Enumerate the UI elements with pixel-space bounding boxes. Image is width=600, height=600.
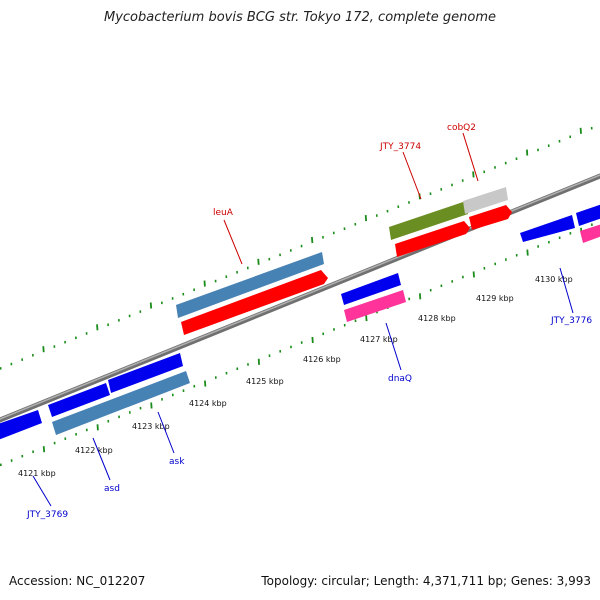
rna-dnaQ-bar bbox=[344, 290, 406, 322]
tick-label: 4122 kbp bbox=[75, 446, 113, 455]
tick-label: 4123 kbp bbox=[132, 422, 170, 431]
tick-labels: 4121 kbp 4122 kbp 4123 kbp 4124 kbp 4125… bbox=[18, 275, 573, 478]
map-title: Mycobacterium bovis BCG str. Tokyo 172, … bbox=[104, 10, 496, 25]
tick-label: 4126 kbp bbox=[303, 355, 341, 364]
ruler-outer bbox=[0, 126, 593, 370]
gene-label-JTY_3776: JTY_3776 bbox=[550, 316, 592, 326]
gene-label-dnaQ: dnaQ bbox=[388, 374, 412, 384]
cds-3776-arrow bbox=[520, 215, 575, 242]
gene-label-asd: asd bbox=[104, 484, 120, 494]
ruler-inner bbox=[0, 223, 593, 467]
tick-label: 4127 kbp bbox=[360, 335, 398, 344]
ruler-tick bbox=[257, 258, 260, 265]
gene-cobQ2-bar bbox=[463, 187, 508, 214]
cds-asd-arrow bbox=[48, 383, 110, 417]
footer-accession: Accession: NC_012207 bbox=[9, 574, 146, 588]
gene-label-JTY_3774: JTY_3774 bbox=[379, 142, 421, 152]
gene-label-ask: ask bbox=[169, 457, 185, 467]
gene-leuA-bar bbox=[176, 252, 324, 318]
gene-label-cobQ2: cobQ2 bbox=[447, 123, 476, 133]
cds-dnaQ-arrow bbox=[341, 273, 401, 305]
ruler-tick bbox=[42, 446, 46, 453]
tick-label: 4130 kbp bbox=[535, 275, 573, 284]
gene-asd-ask-bar bbox=[52, 371, 190, 435]
features bbox=[0, 187, 600, 440]
cds-3769-arrow bbox=[0, 410, 42, 440]
gene-label-leuA: leuA bbox=[213, 208, 234, 218]
cds-ask-arrow bbox=[108, 353, 183, 393]
gene-label-leaders bbox=[32, 132, 574, 507]
gene-labels: leuA JTY_3774 cobQ2 dnaQ JTY_3776 ask as… bbox=[26, 123, 592, 520]
tick-label: 4124 kbp bbox=[189, 399, 227, 408]
tick-label: 4125 kbp bbox=[246, 377, 284, 386]
ruler-tick bbox=[96, 324, 99, 331]
ruler-tick bbox=[204, 380, 207, 387]
footer-stats: Topology: circular; Length: 4,371,711 bp… bbox=[261, 574, 591, 588]
cds-cobQ2-arrow bbox=[469, 205, 512, 230]
cds-JTY_3774-arrow bbox=[395, 221, 470, 257]
gene-label-JTY_3769: JTY_3769 bbox=[26, 510, 68, 520]
pseudo-JTY_3774-bar bbox=[389, 201, 468, 240]
rna-edge-bar bbox=[580, 224, 600, 243]
tick-label: 4128 kbp bbox=[418, 314, 456, 323]
ruler-tick bbox=[311, 236, 314, 244]
ruler-tick bbox=[365, 315, 368, 322]
ruler-tick bbox=[149, 302, 153, 309]
ruler-tick bbox=[526, 249, 529, 256]
tick-label: 4121 kbp bbox=[18, 469, 56, 478]
cds-edge-arrow bbox=[576, 204, 600, 226]
tick-label: 4129 kbp bbox=[476, 294, 514, 303]
cds-leuA-arrow bbox=[181, 270, 328, 335]
ruler-tick bbox=[472, 171, 475, 178]
